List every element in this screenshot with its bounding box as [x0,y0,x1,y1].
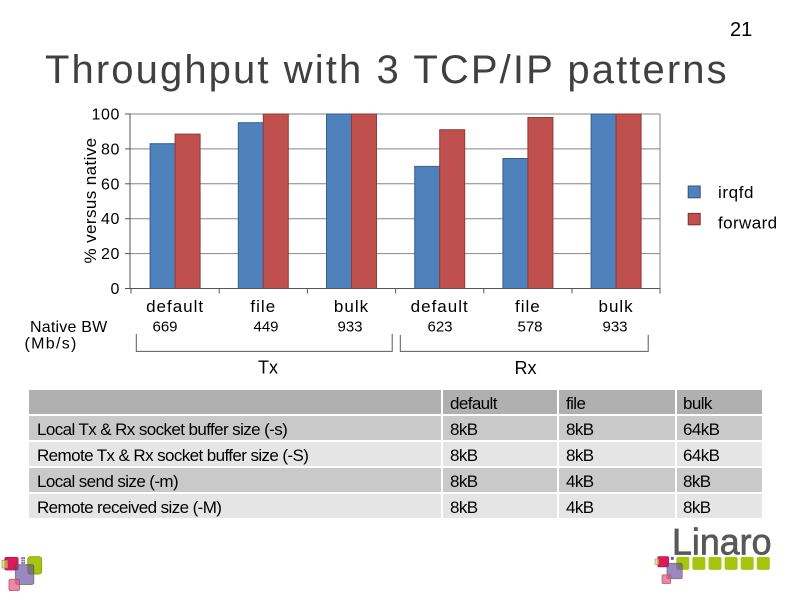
svg-text:forward: forward [718,214,778,233]
svg-text:623: 623 [427,319,452,336]
svg-text:default: default [146,297,204,316]
svg-text:irqfd: irqfd [718,183,754,202]
svg-text:bulk: bulk [334,297,369,316]
svg-text:(Mb/s): (Mb/s) [25,336,78,353]
svg-text:578: 578 [517,319,542,336]
svg-text:Native BW: Native BW [30,319,108,336]
svg-text:20: 20 [101,246,120,263]
svg-text:bulk: bulk [599,297,634,316]
svg-text:Linaro: Linaro [672,521,772,562]
svg-text:file: file [515,297,541,316]
svg-text:0: 0 [111,281,121,298]
svg-text:40: 40 [101,211,120,228]
svg-text:60: 60 [101,176,120,193]
svg-text:933: 933 [337,319,362,336]
svg-text:file: file [250,297,276,316]
svg-text:80: 80 [101,141,120,158]
svg-text:% versus native: % versus native [81,138,100,264]
svg-text:default: default [411,297,469,316]
svg-text:100: 100 [92,107,121,124]
svg-text:449: 449 [253,319,278,336]
svg-text:933: 933 [602,319,627,336]
svg-text:Rx: Rx [515,358,537,378]
svg-text:669: 669 [152,319,177,336]
svg-text:Tx: Tx [258,358,278,378]
